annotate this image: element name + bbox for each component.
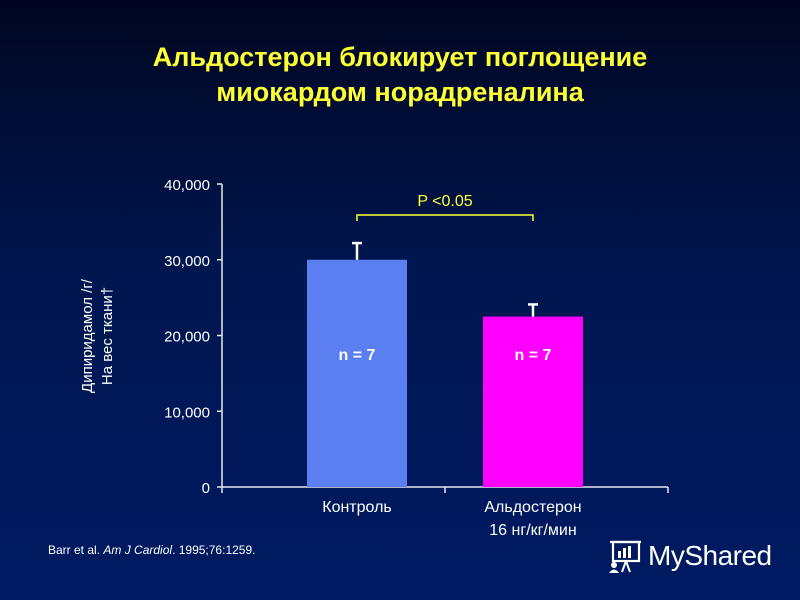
- presentation-board-icon: [609, 540, 641, 573]
- significance-label: P <0.05: [417, 193, 472, 210]
- x-tick-label: 16 нг/кг/мин: [489, 522, 576, 539]
- slide-title-line-2: миокардом норадреналина: [216, 77, 584, 107]
- watermark-text: MyShared: [648, 540, 772, 571]
- y-axis-label-line: Дипиридамол /г/: [79, 278, 96, 393]
- y-tick-label: 40,000: [164, 177, 210, 194]
- y-tick-label: 30,000: [164, 253, 210, 270]
- significance-bracket: [356, 214, 534, 221]
- y-tick-label: 20,000: [164, 329, 210, 346]
- chart-bars: [307, 241, 583, 487]
- chart-axes: 0 10,000 20,000 30,000 40,000: [164, 177, 669, 497]
- x-tick-label: Контроль: [322, 499, 392, 516]
- bar-data-label: n = 7: [339, 347, 376, 364]
- watermark: MyShared: [608, 536, 772, 576]
- y-tick-label: 10,000: [164, 404, 210, 421]
- bar: [307, 259, 407, 487]
- y-axis-label: Дипиридамол /г/На вес ткани†: [79, 278, 116, 393]
- x-tick-label: Альдостерон: [484, 499, 581, 516]
- citation-authors: Barr et al.: [48, 543, 101, 557]
- chart-labels: n = 7 Контроль n = 7 Альдостерон 16 нг/кг/ми…: [79, 193, 582, 539]
- bar-data-label: n = 7: [515, 347, 552, 364]
- y-axis-label-line: На вес ткани†: [99, 287, 116, 385]
- citation: Barr et al. Am J Cardiol. 1995;76:1259.: [48, 543, 255, 557]
- slide-title: Альдостерон блокирует поглощение миокард…: [0, 40, 800, 110]
- y-tick-label: 0: [202, 480, 210, 497]
- bar: [483, 316, 583, 487]
- slide-title-line-1: Альдостерон блокирует поглощение: [152, 42, 648, 72]
- citation-details: . 1995;76:1259.: [172, 543, 256, 557]
- citation-journal: Am J Cardiol: [103, 543, 173, 557]
